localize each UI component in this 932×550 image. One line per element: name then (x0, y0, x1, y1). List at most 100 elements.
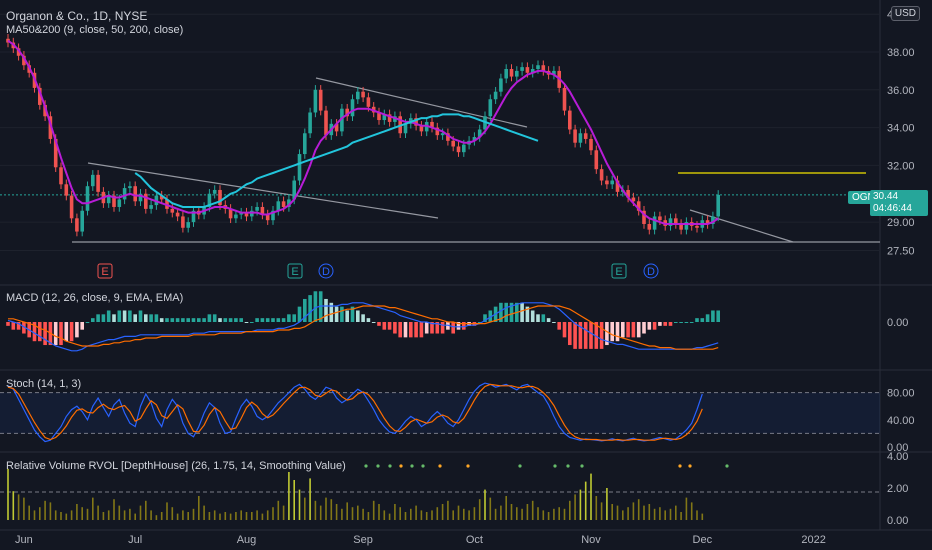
candle-body (38, 87, 42, 105)
macd-histogram-bar (647, 322, 652, 330)
macd-histogram-bar (303, 298, 307, 322)
candle-body (91, 174, 95, 187)
macd-histogram-bar (483, 314, 487, 322)
rvol-panel-label[interactable]: Relative Volume RVOL [DepthHouse] (26, 1… (6, 460, 346, 472)
candle-body (128, 186, 132, 189)
candle-body (435, 127, 440, 136)
candle-body (159, 195, 164, 200)
macd-histogram-bar (287, 314, 291, 322)
rvol-signal-dot (725, 464, 729, 468)
macd-histogram-bar (6, 322, 10, 326)
macd-histogram-bar (642, 322, 646, 334)
macd-histogram-bar (260, 318, 265, 322)
macd-histogram-bar (552, 322, 556, 323)
candle-body (292, 180, 296, 200)
macd-histogram-bar (599, 322, 604, 349)
macd-histogram-bar (128, 310, 132, 322)
macd-histogram-bar (265, 318, 270, 322)
macd-histogram-bar (117, 310, 122, 322)
stoch-d-line (7, 383, 703, 441)
candle-body (96, 174, 100, 192)
time-tick-label: Dec (693, 534, 713, 546)
candle-body (297, 154, 302, 181)
candle-body (59, 167, 63, 185)
macd-histogram-bar (546, 318, 551, 322)
price-tick-label: 36.00 (887, 85, 915, 97)
macd-panel-label[interactable]: MACD (12, 26, close, 9, EMA, EMA) (6, 292, 184, 304)
candle-body (64, 184, 69, 196)
candle-body (652, 216, 657, 230)
rvol-signal-dot (678, 464, 682, 468)
candle-body (594, 150, 599, 170)
macd-histogram-bar (197, 318, 201, 322)
time-tick-label: Jun (15, 534, 33, 546)
candle-body (260, 206, 265, 215)
price-tick-label: 38.00 (887, 47, 915, 59)
macd-histogram-bar (170, 318, 175, 322)
rvol-signal-dot (410, 464, 414, 468)
candle-body (138, 193, 143, 202)
macd-histogram-bar (101, 314, 106, 322)
candle-body (218, 189, 222, 206)
candle-body (668, 218, 673, 226)
candle-body (324, 110, 328, 136)
macd-histogram-bar (557, 322, 561, 330)
macd-histogram-bar (64, 322, 69, 342)
macd-histogram-bar (658, 322, 662, 326)
candle-body (636, 201, 641, 211)
candle-body (631, 197, 636, 202)
candle-body (350, 99, 355, 117)
candle-body (552, 70, 556, 75)
macd-histogram-bar (234, 318, 238, 322)
macd-histogram-bar (488, 310, 493, 322)
macd-histogram-bar (456, 322, 461, 330)
macd-histogram-bar (292, 314, 296, 322)
macd-histogram-bar (271, 318, 275, 322)
macd-histogram-bar (451, 322, 455, 334)
macd-histogram-bar (636, 322, 641, 338)
candle-body (520, 67, 524, 71)
time-tick-label: Oct (466, 534, 483, 546)
last-price: 30.44 (873, 191, 899, 202)
trendline-lower-right (689, 209, 794, 243)
macd-histogram-bar (398, 322, 402, 338)
macd-histogram-bar (202, 318, 206, 322)
macd-histogram-bar (16, 322, 21, 330)
rvol-signal-dot (688, 464, 692, 468)
candle-body (615, 180, 620, 192)
ma-indicator-label[interactable]: MA50&200 (9, close, 50, 200, close) (6, 24, 184, 36)
rvol-signal-dot (566, 464, 570, 468)
macd-histogram-bar (462, 322, 466, 330)
macd-histogram-bar (393, 322, 397, 334)
rvol-signal-dot (388, 464, 392, 468)
macd-histogram-bar (525, 306, 530, 322)
macd-histogram-bar (223, 318, 228, 322)
macd-histogram-bar (541, 314, 546, 322)
currency-button[interactable]: USD (890, 6, 920, 21)
rvol-tick-label: 0.00 (887, 515, 908, 527)
macd-histogram-bar (106, 310, 111, 322)
symbol-title[interactable]: Organon & Co., 1D, NYSE (6, 9, 148, 23)
candle-body (244, 212, 249, 217)
macd-histogram-bar (520, 302, 524, 322)
macd-histogram-bar (562, 322, 567, 338)
macd-histogram-bar (605, 322, 609, 346)
time-tick-label: 2022 (801, 534, 825, 546)
candle-body (234, 214, 238, 219)
macd-histogram-bar (716, 310, 720, 322)
macd-histogram-bar (239, 318, 243, 322)
macd-histogram-bar (122, 310, 127, 322)
stoch-tick-label: 80.00 (887, 388, 915, 400)
macd-histogram-bar (318, 291, 323, 322)
candle-body (642, 210, 646, 224)
candle-body (265, 214, 270, 221)
stoch-panel-label[interactable]: Stoch (14, 1, 3) (6, 378, 82, 390)
candle-body (228, 208, 233, 219)
candle-body (191, 210, 196, 223)
candle-body (80, 210, 84, 232)
price-tick-label: 34.00 (887, 123, 915, 135)
macd-tick-label: 0.00 (887, 317, 908, 329)
macd-histogram-bar (589, 322, 593, 349)
candle-body (541, 65, 546, 71)
